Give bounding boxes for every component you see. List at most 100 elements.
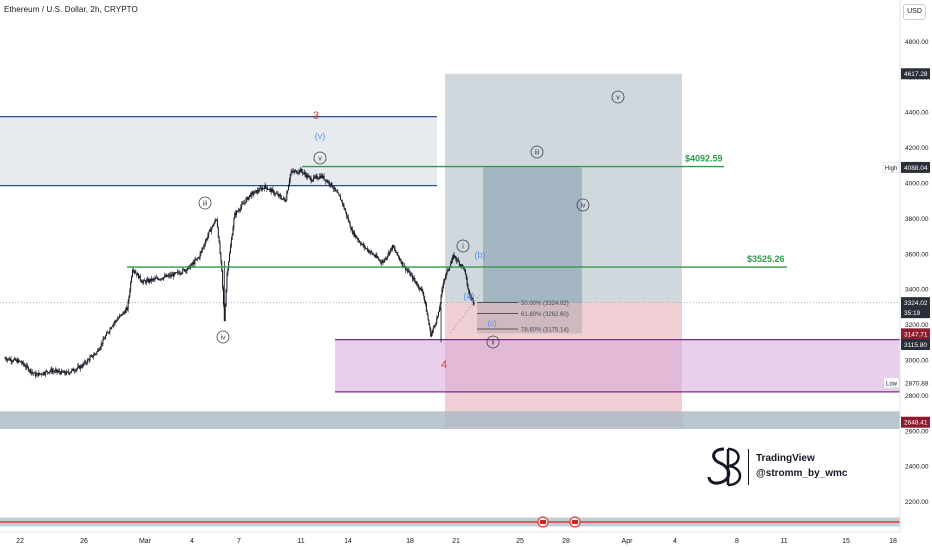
candle-body (369, 252, 371, 254)
candle-body (202, 247, 204, 251)
candle-body (33, 372, 35, 374)
x-tick-label: Mar (139, 538, 152, 545)
candle-body (104, 338, 106, 340)
candle-body (145, 280, 147, 283)
candle-body (307, 174, 309, 178)
candle-body (59, 371, 61, 373)
candle-body (101, 343, 103, 345)
candle-body (163, 277, 165, 280)
candle-body (16, 359, 18, 363)
candle-body (405, 269, 407, 271)
candle-body (438, 312, 439, 317)
candle-body (154, 278, 156, 280)
candle-body (457, 259, 459, 261)
candle-body (450, 263, 452, 268)
candle-body (198, 257, 200, 259)
candle-body (291, 170, 293, 172)
candle-body (146, 279, 148, 281)
candle-body (209, 229, 211, 232)
candle-body (444, 276, 446, 279)
candle-body (182, 269, 184, 273)
candle-body (70, 371, 72, 373)
candle-body (426, 311, 428, 315)
candle-body (267, 189, 269, 191)
candle-body (283, 197, 285, 200)
candle-body (458, 261, 460, 266)
candle-body (90, 356, 92, 358)
candle-body (216, 219, 218, 221)
candle-body (53, 370, 55, 372)
candle-body (50, 369, 52, 372)
y-tick-label: 3600.00 (905, 251, 929, 258)
candle-body (124, 312, 126, 314)
candle-body (464, 269, 466, 274)
candle-body (471, 297, 473, 299)
candle-body (231, 235, 233, 240)
wave-iii-right-circled-circle (530, 145, 544, 159)
candle-body (368, 250, 370, 253)
candle-body (296, 172, 298, 174)
candle-body (176, 272, 178, 274)
candle-body (408, 271, 410, 273)
candle-body (333, 188, 335, 190)
candle-body (437, 316, 439, 318)
candle-body (443, 281, 445, 286)
candle-body (20, 362, 22, 364)
candlesticks (4, 166, 475, 379)
candle-body (278, 194, 280, 197)
candle-body (92, 355, 94, 357)
candle-body (423, 293, 425, 297)
candle-body (304, 172, 306, 175)
candle-body (275, 193, 277, 195)
candle-body (411, 274, 413, 276)
candle-body (366, 248, 368, 249)
candle-body (441, 289, 443, 296)
candle-body (409, 271, 411, 276)
candle-body (453, 255, 455, 258)
candle-body (235, 213, 237, 215)
candle-body (309, 176, 311, 178)
candle-body (389, 250, 391, 255)
candle-body (93, 353, 95, 356)
candle-body (43, 372, 45, 375)
candle-body (33, 372, 35, 374)
candle-body (226, 274, 228, 290)
candle-body (80, 365, 82, 368)
candle-body (221, 260, 223, 270)
candle-body (107, 332, 109, 334)
candle-body (153, 278, 155, 280)
candle-body (110, 328, 112, 330)
candle-body (382, 260, 384, 263)
candle-body (98, 349, 100, 351)
candle-body (218, 237, 220, 243)
candle-body (261, 188, 263, 190)
candle-body (351, 229, 353, 231)
candle-body (132, 269, 134, 272)
candle-body (398, 257, 400, 260)
x-tick-label: 8 (735, 538, 739, 545)
candle-body (123, 312, 125, 314)
candle-body (140, 279, 142, 282)
candle-body (247, 197, 249, 200)
fib-label: 78.60% (3175.14) (521, 328, 569, 334)
candle-body (92, 355, 94, 357)
candle-body (7, 358, 9, 360)
candle-body (438, 308, 440, 313)
candle-body (460, 264, 462, 267)
candle-body (78, 365, 80, 367)
x-tick-label: 18 (406, 538, 414, 545)
candle-body (347, 217, 349, 222)
candle-body (152, 278, 154, 280)
candle-body (21, 361, 23, 364)
currency-button[interactable]: USD (903, 4, 926, 20)
candle-body (262, 187, 264, 189)
candle-body (211, 225, 213, 229)
candle-body (313, 176, 315, 180)
candle-body (354, 234, 356, 237)
candle-body (239, 209, 241, 211)
wave-v-circled: v (318, 156, 322, 163)
candle-body (319, 176, 321, 179)
candle-body (286, 193, 288, 201)
